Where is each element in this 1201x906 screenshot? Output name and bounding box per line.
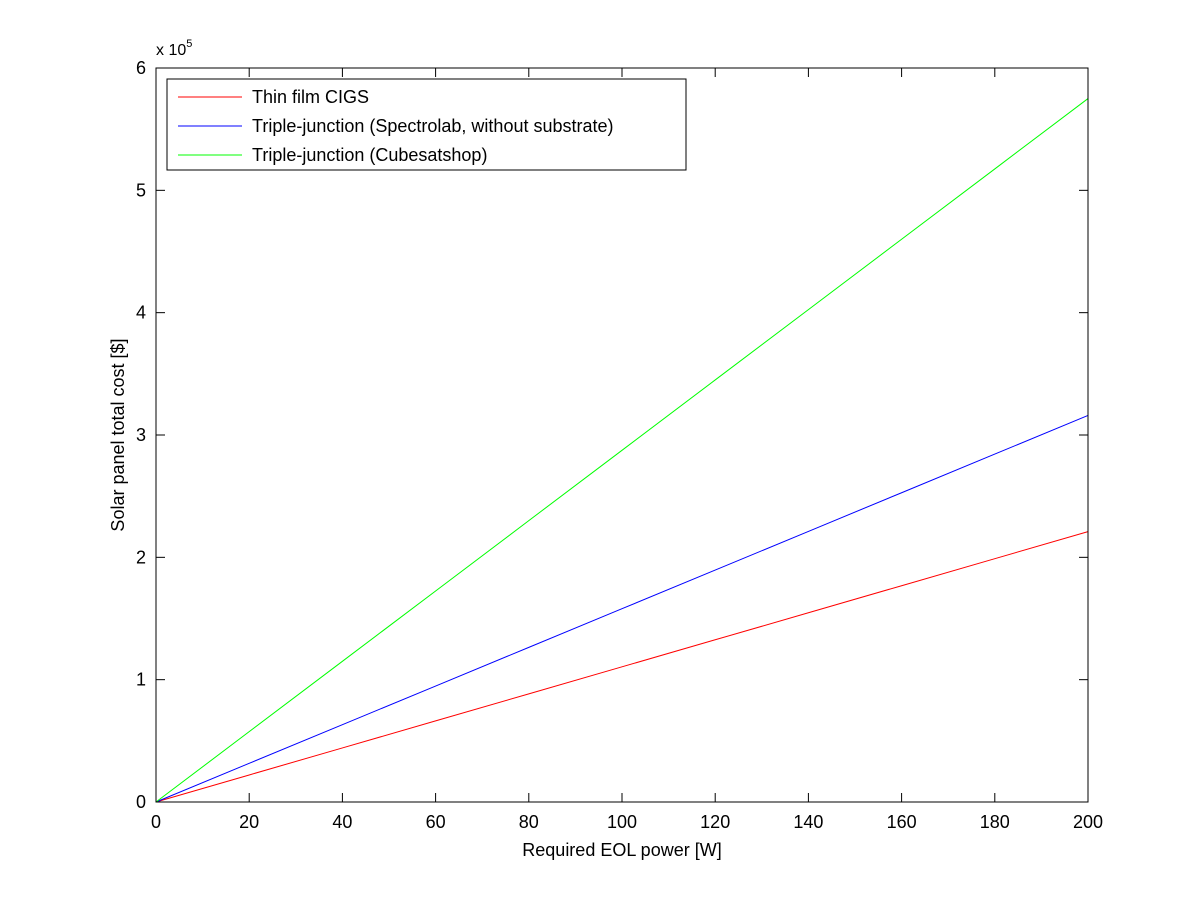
x-tick-label: 100	[607, 812, 637, 832]
tick-layer: 0 20 40 60 80 100 120 140 160 180 200 0 1 2 3 4 5 6	[136, 58, 1103, 832]
legend-entries: Thin film CIGS Triple-junction (Spectrola…	[178, 87, 614, 165]
y-tick-label: 4	[136, 303, 146, 323]
series-layer	[155, 98, 1089, 803]
y-exponent-label: x 105	[156, 38, 192, 59]
y-tick-label: 5	[136, 180, 146, 200]
x-tick-label: 140	[793, 812, 823, 832]
legend-label-3: Triple-junction (Cubesatshop)	[252, 145, 487, 165]
x-tick-label: 200	[1073, 812, 1103, 832]
x-tick-label: 0	[151, 812, 161, 832]
y-axis-label: Solar panel total cost [$]	[108, 338, 128, 531]
legend: Thin film CIGS Triple-junction (Spectrola…	[166, 78, 687, 171]
y-tick-label: 2	[136, 547, 146, 567]
legend-box	[166, 78, 687, 171]
x-tick-label: 160	[887, 812, 917, 832]
y-exponent-power: 5	[186, 38, 192, 50]
legend-label-1: Thin film CIGS	[252, 87, 369, 107]
x-tick-label: 120	[700, 812, 730, 832]
series-line-3	[155, 98, 1089, 803]
y-tick-label: 3	[136, 425, 146, 445]
x-tick-label: 40	[332, 812, 352, 832]
y-tick-label: 1	[136, 670, 146, 690]
axes-box	[155, 67, 1089, 803]
x-tick-label: 20	[239, 812, 259, 832]
legend-label-2: Triple-junction (Spectrolab, without sub…	[252, 116, 614, 136]
y-tick-label: 6	[136, 58, 146, 78]
series-line-1	[155, 531, 1089, 803]
x-tick-label: 60	[426, 812, 446, 832]
x-tick-label: 180	[980, 812, 1010, 832]
x-axis-label: Required EOL power [W]	[522, 840, 721, 860]
plot-area	[156, 68, 1088, 802]
x-tick-label: 80	[519, 812, 539, 832]
y-tick-label: 0	[136, 792, 146, 812]
series-line-2	[155, 414, 1089, 803]
